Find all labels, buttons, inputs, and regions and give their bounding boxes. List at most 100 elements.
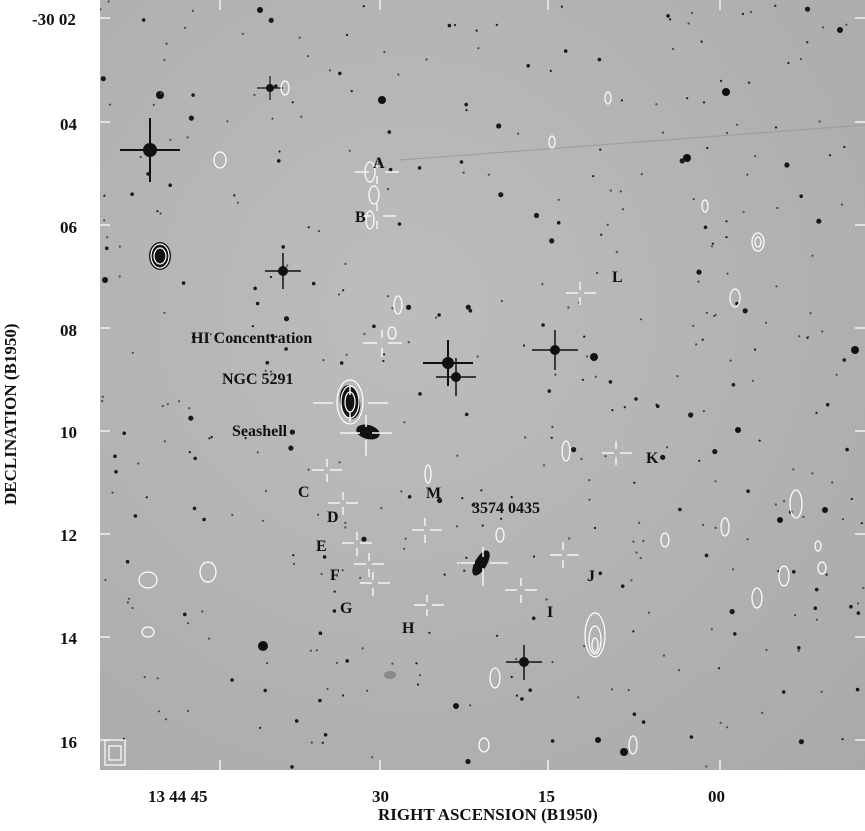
field-star xyxy=(163,440,166,443)
field-star xyxy=(109,103,112,106)
field-star xyxy=(806,41,809,44)
field-star xyxy=(606,223,609,226)
field-star xyxy=(332,609,337,613)
field-star xyxy=(244,437,247,440)
field-star xyxy=(165,42,168,45)
field-star xyxy=(111,491,114,494)
field-star xyxy=(465,304,471,310)
field-star xyxy=(464,102,469,107)
field-star xyxy=(633,481,636,484)
field-star xyxy=(166,403,169,406)
field-star xyxy=(774,126,778,129)
field-star xyxy=(201,610,204,613)
field-star xyxy=(371,756,374,759)
field-star xyxy=(311,281,316,286)
label-3574-0435: 3574 0435 xyxy=(472,500,540,517)
field-star xyxy=(655,103,658,106)
bright-star xyxy=(423,340,473,386)
label-J: J xyxy=(587,568,595,585)
field-star xyxy=(188,407,191,410)
field-star xyxy=(816,218,822,224)
field-star xyxy=(792,468,795,471)
field-star xyxy=(377,160,380,163)
field-star xyxy=(161,404,164,408)
field-star xyxy=(577,696,580,699)
field-star xyxy=(588,479,591,482)
star xyxy=(378,96,386,104)
field-star xyxy=(156,677,159,680)
field-star xyxy=(263,688,267,693)
field-star xyxy=(465,758,471,765)
field-star xyxy=(350,90,353,93)
field-star xyxy=(845,23,848,26)
field-star xyxy=(383,353,386,356)
field-star xyxy=(386,188,389,191)
label-M: M xyxy=(426,485,442,502)
field-star xyxy=(139,155,142,159)
field-star xyxy=(660,454,666,460)
field-star xyxy=(208,437,211,440)
field-star xyxy=(627,689,630,692)
field-star xyxy=(638,521,641,525)
label-ngc-5291: NGC 5291 xyxy=(222,371,294,388)
field-star xyxy=(306,55,310,58)
field-star xyxy=(799,57,803,61)
field-star xyxy=(322,359,325,362)
field-star xyxy=(691,11,694,14)
field-star xyxy=(533,212,540,219)
field-stars xyxy=(100,0,865,769)
field-star xyxy=(710,245,714,248)
field-star xyxy=(725,220,728,223)
field-star xyxy=(749,10,753,13)
field-star xyxy=(487,173,490,176)
field-star xyxy=(341,569,344,572)
field-star xyxy=(551,425,554,428)
field-star xyxy=(118,245,121,248)
field-star xyxy=(754,155,757,158)
field-star xyxy=(500,299,503,303)
field-star xyxy=(520,697,524,701)
field-star xyxy=(107,0,110,3)
field-star xyxy=(541,283,544,286)
field-star xyxy=(338,71,342,76)
field-star xyxy=(714,526,717,530)
field-star xyxy=(598,571,603,576)
field-star xyxy=(264,490,268,493)
field-star xyxy=(549,69,552,72)
field-star xyxy=(283,316,290,322)
field-star xyxy=(567,306,570,309)
star xyxy=(102,277,108,283)
star xyxy=(777,517,783,523)
field-star xyxy=(126,601,129,604)
field-star xyxy=(815,411,818,414)
field-star xyxy=(462,171,465,174)
field-star xyxy=(125,559,130,564)
field-star xyxy=(387,130,392,134)
field-star xyxy=(191,335,196,339)
field-star xyxy=(286,264,289,267)
field-star xyxy=(307,226,310,229)
field-star xyxy=(131,351,134,354)
y-tick-label: 08 xyxy=(60,321,77,340)
field-star xyxy=(639,557,642,560)
field-star xyxy=(701,338,704,341)
field-star xyxy=(825,402,830,407)
field-star xyxy=(208,637,211,640)
field-star xyxy=(169,138,172,141)
field-star xyxy=(416,683,420,686)
field-star xyxy=(840,203,844,206)
field-star xyxy=(417,166,422,170)
field-star xyxy=(581,378,584,381)
field-star xyxy=(183,26,187,29)
field-star xyxy=(338,461,341,464)
label-I: I xyxy=(547,604,554,621)
sky-image-layer xyxy=(100,0,865,770)
field-star xyxy=(798,335,801,338)
field-star xyxy=(860,522,863,525)
field-star xyxy=(713,314,716,318)
field-star xyxy=(792,570,796,574)
field-star xyxy=(599,148,602,151)
field-star xyxy=(776,206,779,210)
label-seashell: Seashell xyxy=(232,423,288,440)
field-star xyxy=(323,733,328,737)
